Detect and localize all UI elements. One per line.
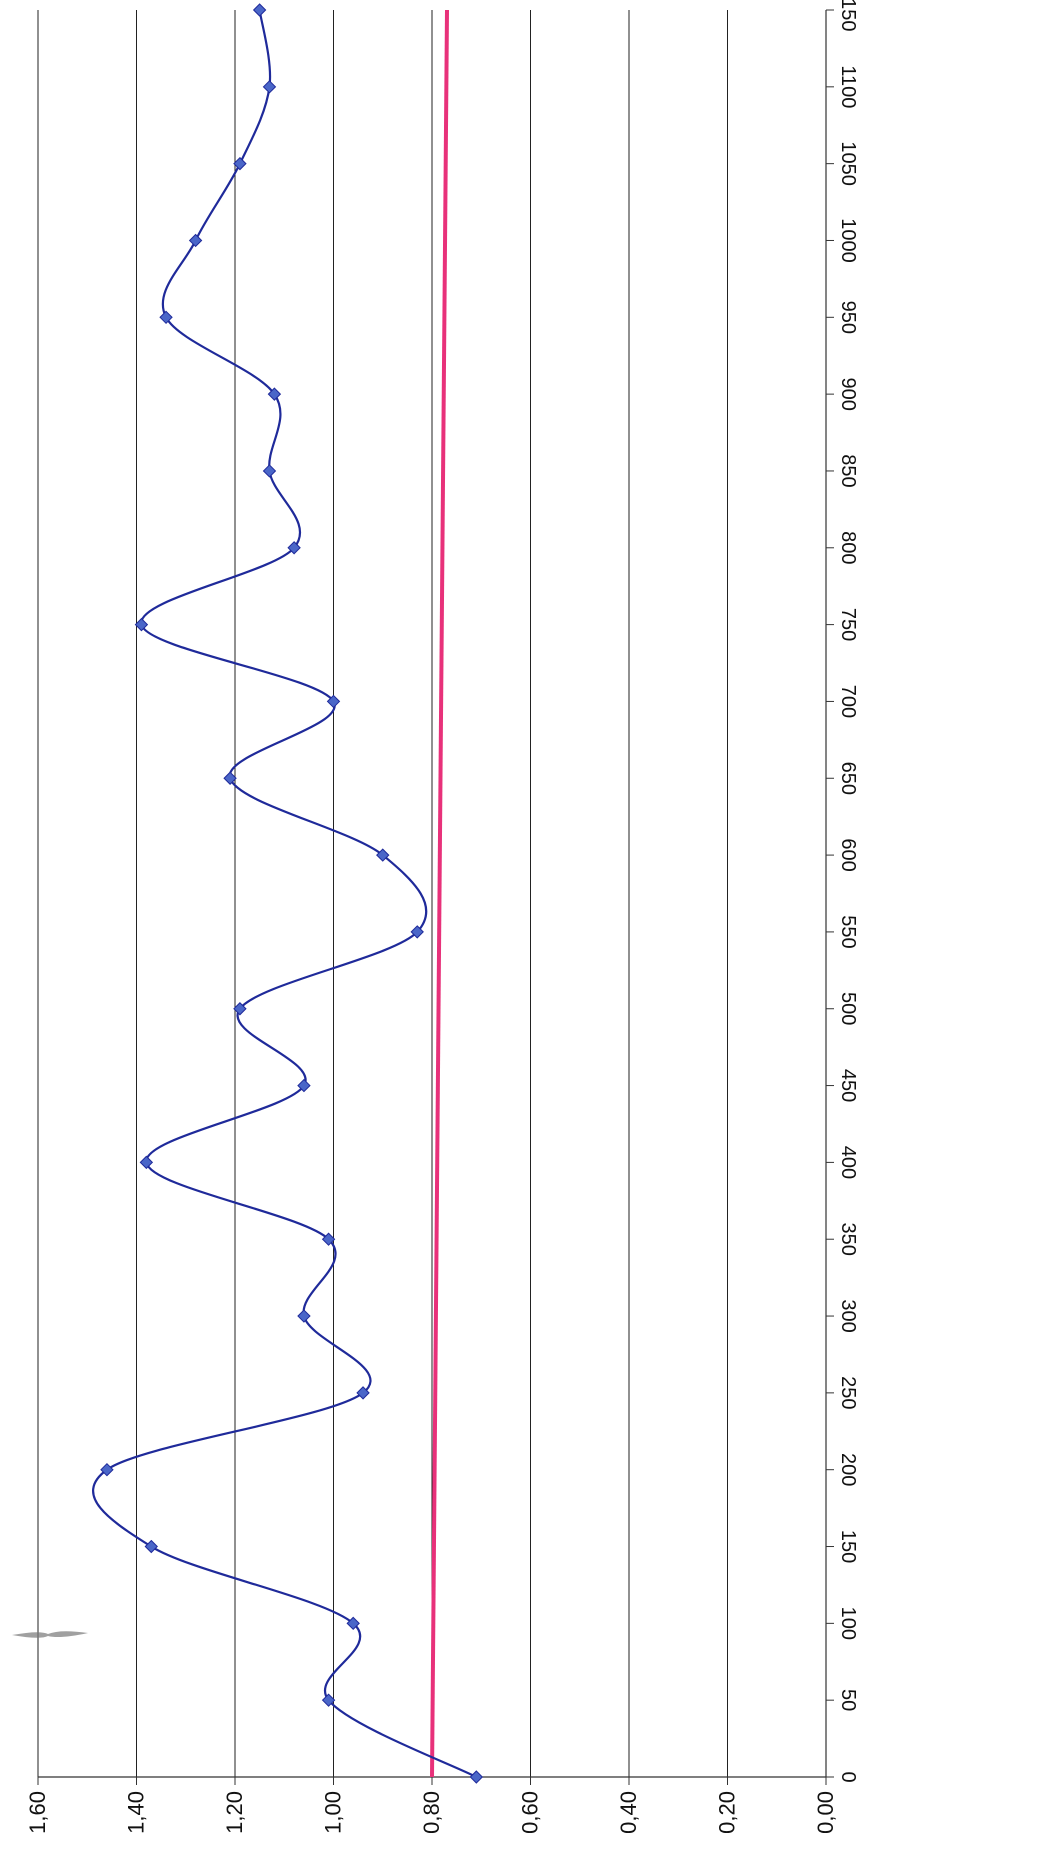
data-point (410, 925, 424, 939)
category-tick-label: 850 (837, 454, 859, 487)
scribble-mark (12, 1631, 88, 1638)
category-tick-label: 1100 (837, 65, 859, 108)
series-layer (92, 9, 477, 1778)
category-tick-label: 200 (837, 1453, 859, 1486)
data-point (267, 387, 282, 401)
category-tick-label: 500 (837, 992, 859, 1025)
category-tick-label: 700 (837, 685, 859, 718)
data-point (134, 617, 149, 632)
series-line (92, 9, 477, 1778)
value-tick-label: 0,80 (419, 1791, 444, 1834)
data-point (346, 1616, 360, 1631)
category-tick-label: 300 (837, 1299, 859, 1332)
value-tick-label: 1,40 (124, 1791, 149, 1834)
data-point (252, 3, 267, 17)
category-tick-label: 800 (837, 531, 859, 564)
data-point (321, 1693, 336, 1707)
data-point (262, 80, 277, 94)
data-point (297, 1309, 311, 1323)
data-point (356, 1386, 370, 1400)
value-tick-label: 0,40 (616, 1791, 641, 1834)
category-tick-label: 900 (837, 377, 859, 410)
data-point (321, 1232, 336, 1246)
category-tick-label: 50 (837, 1689, 859, 1711)
markers-layer (100, 3, 484, 1784)
category-tick-label: 550 (837, 915, 859, 948)
value-tick-label: 1,60 (25, 1791, 50, 1834)
category-tick-label: 400 (837, 1146, 859, 1179)
value-tick-label: 0,60 (518, 1791, 543, 1834)
data-point (469, 1770, 484, 1784)
value-tick-label: 1,00 (321, 1791, 346, 1834)
category-tick-label: 1050 (837, 141, 859, 186)
tick-labels: 0,00 0,20 0,40 0,60 0,80 1,00 1,20 1,40 1,60 0 50 1… (25, 0, 859, 1834)
value-tick-label: 0,00 (813, 1791, 838, 1834)
category-tick-label: 950 (837, 301, 859, 334)
data-point (144, 1539, 158, 1554)
data-point (188, 233, 203, 248)
category-tick-label: 0 (837, 1771, 859, 1782)
category-tick-label: 650 (837, 762, 859, 795)
data-point (100, 1462, 114, 1477)
data-point (376, 848, 390, 862)
category-tick-label: 450 (837, 1069, 859, 1102)
category-tick-label: 750 (837, 608, 859, 641)
data-point (233, 156, 247, 171)
data-point (262, 464, 277, 478)
category-tick-label: 250 (837, 1376, 859, 1409)
data-point (287, 541, 301, 555)
category-tick-label: 100 (837, 1607, 859, 1640)
value-tick-label: 0,20 (715, 1791, 740, 1834)
data-point (326, 694, 341, 709)
data-point (297, 1078, 311, 1093)
category-tick-label: 1000 (837, 218, 859, 263)
reference-line (430, 9, 449, 1778)
gridlines (37, 10, 728, 1777)
reference-line-layer (430, 9, 449, 1778)
value-tick-label: 1,20 (222, 1791, 247, 1834)
category-tick-label: 350 (837, 1223, 859, 1256)
data-point (233, 1002, 247, 1016)
category-tick-label: 600 (837, 838, 859, 871)
category-tick-label: 150 (837, 1530, 859, 1563)
category-tick-label: 1150 (837, 0, 859, 32)
data-point (159, 310, 173, 325)
data-point (223, 771, 237, 785)
data-point (139, 1155, 154, 1170)
